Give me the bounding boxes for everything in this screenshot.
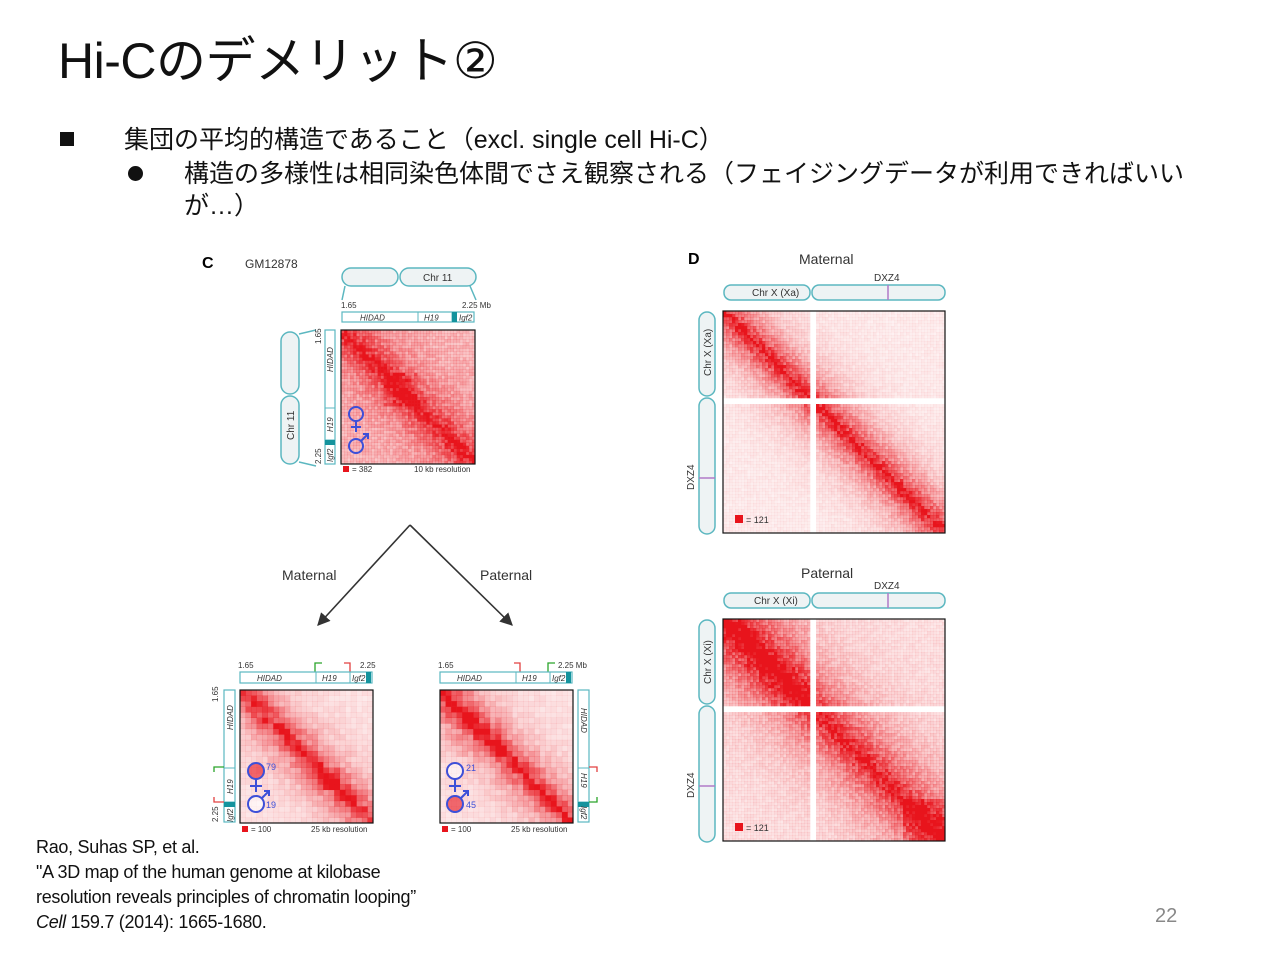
c-gene-hidad: HIDAD — [360, 314, 385, 323]
citation-authors: Rao, Suhas SP, et al. — [36, 835, 416, 860]
chr11-ideogram-top — [342, 268, 476, 300]
heatmap-chrx-paternal — [723, 619, 945, 841]
mat-legend-value: = 100 — [251, 825, 272, 834]
d-marker-side-pat: DXZ4 — [686, 772, 697, 798]
page-number: 22 — [1155, 905, 1177, 928]
heatmap-c-combined — [341, 330, 475, 464]
mat-gene-igf2: Igf2 — [352, 674, 366, 683]
mat-end: 2.25 — [360, 661, 376, 670]
mat-gene-h19: H19 — [322, 674, 337, 683]
chr11-label-side: Chr 11 — [286, 410, 297, 440]
mat-count-female: 79 — [266, 762, 276, 772]
c-legend-value: = 382 — [352, 465, 373, 474]
citation-source: Cell 159.7 (2014): 1665-1680. — [36, 910, 416, 935]
pat-gene-h19: H19 — [522, 674, 537, 683]
pat-side-gene-h19: H19 — [579, 773, 588, 788]
mat-count-male: 19 — [266, 800, 276, 810]
d-pat-legend-swatch — [735, 823, 743, 831]
c-side-gene-hidad: HIDAD — [326, 347, 335, 372]
c-gene-h19: H19 — [424, 314, 439, 323]
pat-side-gene-hidad: HIDAD — [579, 708, 588, 733]
mat-start: 1.65 — [238, 661, 254, 670]
pat-count-female: 21 — [466, 763, 476, 773]
d-pat-legend-value: = 121 — [746, 823, 769, 833]
mat-side-end: 2.25 — [211, 806, 220, 822]
mat-side-gene-hidad: HIDAD — [226, 705, 235, 730]
maternal-branch-label: Maternal — [282, 567, 336, 583]
pat-count-male: 45 — [466, 800, 476, 810]
paternal-branch-label: Paternal — [480, 567, 532, 583]
pat-gene-igf2: Igf2 — [552, 674, 566, 683]
d-chr-xi-label: Chr X (Xi) — [754, 596, 798, 607]
c-gene-igf2: Igf2 — [459, 314, 473, 323]
heatmap-chrx-maternal — [723, 311, 945, 533]
mat-tss-arrows — [315, 663, 350, 672]
pat-side-gene-igf2: Igf2 — [579, 806, 588, 820]
d-chr-xi-side-label: Chr X (Xi) — [703, 640, 714, 684]
chr11-label-top: Chr 11 — [423, 273, 453, 284]
pat-end: 2.25 Mb — [558, 661, 587, 670]
d-chr-xa-side-label: Chr X (Xa) — [703, 329, 714, 376]
c-side-gene-igf2: Igf2 — [326, 448, 335, 462]
pat-tss-arrows — [514, 663, 555, 672]
c-resolution: 10 kb resolution — [414, 465, 470, 474]
panel-d-letter: D — [688, 251, 700, 268]
citation: Rao, Suhas SP, et al. "A 3D map of the h… — [36, 835, 416, 935]
citation-volume: 159.7 (2014): 1665-1680. — [66, 912, 267, 932]
citation-journal: Cell — [36, 912, 66, 932]
mat-gene-hidad: HIDAD — [257, 674, 282, 683]
c-side-start: 1.65 — [314, 328, 323, 344]
c-start-label: 1.65 — [341, 301, 357, 310]
d-marker-top-pat: DXZ4 — [874, 581, 900, 592]
pat-gene-hidad: HIDAD — [457, 674, 482, 683]
mat-resolution: 25 kb resolution — [311, 825, 367, 834]
citation-title-2: resolution reveals principles of chromat… — [36, 885, 416, 910]
d-paternal-title: Paternal — [801, 565, 853, 581]
c-legend-swatch — [343, 466, 349, 472]
c-side-gene-h19: H19 — [326, 417, 335, 432]
panel-c-letter: C — [202, 255, 214, 272]
citation-title-1: "A 3D map of the human genome at kilobas… — [36, 860, 416, 885]
c-end-label: 2.25 Mb — [462, 301, 491, 310]
mat-side-gene-igf2: Igf2 — [226, 808, 235, 822]
mat-side-start: 1.65 — [211, 686, 220, 702]
d-maternal-title: Maternal — [799, 251, 853, 267]
mat-legend-swatch — [242, 826, 248, 832]
d-chr-xa-label: Chr X (Xa) — [752, 288, 799, 299]
d-marker-top-mat: DXZ4 — [874, 273, 900, 284]
d-mat-legend-value: = 121 — [746, 515, 769, 525]
d-mat-legend-swatch — [735, 515, 743, 523]
panel-c-cell-line: GM12878 — [245, 257, 298, 271]
mat-side-gene-h19: H19 — [226, 779, 235, 794]
chr11-ideogram-side — [281, 330, 316, 466]
pat-start: 1.65 — [438, 661, 454, 670]
pat-resolution: 25 kb resolution — [511, 825, 567, 834]
c-side-end: 2.25 — [314, 448, 323, 464]
d-marker-side-mat: DXZ4 — [686, 464, 697, 490]
pat-legend-value: = 100 — [451, 825, 472, 834]
pat-legend-swatch — [442, 826, 448, 832]
